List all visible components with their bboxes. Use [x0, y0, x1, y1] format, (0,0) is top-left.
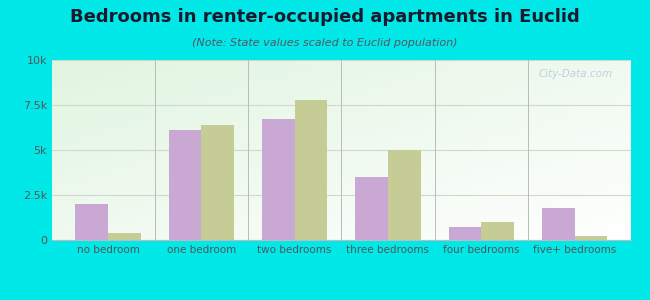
- Bar: [542, 208, 575, 240]
- Bar: [356, 177, 388, 240]
- Text: Bedrooms in renter-occupied apartments in Euclid: Bedrooms in renter-occupied apartments i…: [70, 8, 580, 26]
- Bar: [262, 119, 294, 240]
- Bar: [481, 222, 514, 240]
- Bar: [575, 236, 607, 240]
- Bar: [75, 204, 108, 240]
- Bar: [168, 130, 202, 240]
- Text: (Note: State values scaled to Euclid population): (Note: State values scaled to Euclid pop…: [192, 38, 458, 47]
- Bar: [294, 100, 327, 240]
- Bar: [388, 150, 421, 240]
- Bar: [202, 125, 234, 240]
- Bar: [448, 227, 481, 240]
- Bar: [108, 233, 140, 240]
- Text: City-Data.com: City-Data.com: [539, 69, 613, 79]
